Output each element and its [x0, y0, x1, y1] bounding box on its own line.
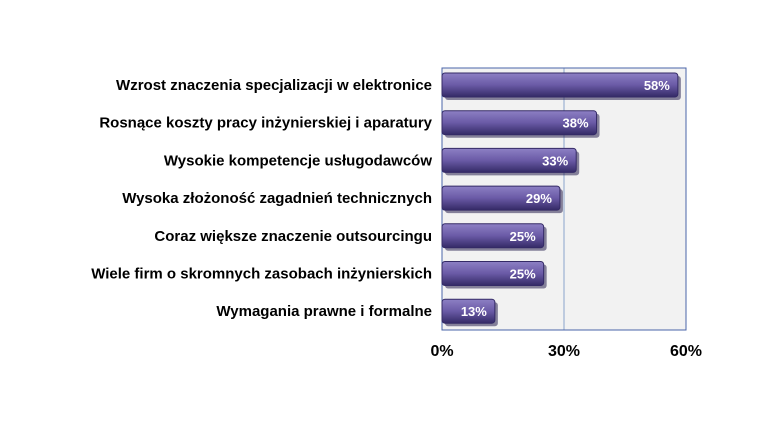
- x-tick-label: 30%: [548, 343, 580, 360]
- bar: [441, 261, 545, 286]
- x-axis-tick-labels: 0% 30% 60%: [430, 343, 702, 360]
- bar-value-label: 33%: [542, 153, 568, 168]
- category-label: Wymagania prawne i formalne: [216, 303, 432, 320]
- x-tick-label: 0%: [430, 343, 453, 360]
- category-label: Wysokie kompetencje usługodawców: [164, 152, 432, 169]
- bar-value-label: 25%: [510, 229, 536, 244]
- bar: [441, 72, 679, 98]
- bar-group: 25%: [441, 261, 547, 289]
- category-label: Wiele firm o skromnych zasobach inżynier…: [91, 266, 432, 283]
- bar: [441, 298, 496, 324]
- bar-group: 13%: [441, 298, 498, 327]
- bar-group: 25%: [441, 223, 547, 251]
- bar-group: 29%: [441, 185, 563, 214]
- category-label: Wysoka złożoność zagadnień technicznych: [122, 190, 432, 207]
- bar-group: 38%: [441, 110, 600, 138]
- bar-value-label: 58%: [644, 78, 670, 93]
- bar: [441, 223, 545, 249]
- category-label: Wzrost znaczenia specjalizacji w elektro…: [116, 77, 432, 94]
- bar: [441, 147, 577, 173]
- bar: [441, 185, 561, 211]
- bar-value-label: 38%: [563, 116, 589, 131]
- bars: 58% 38% 33% 29% 25% 25% 13%: [441, 72, 681, 327]
- category-labels: Wzrost znaczenia specjalizacji w elektro…: [91, 77, 432, 320]
- bar-value-label: 29%: [526, 191, 552, 206]
- bar-group: 58%: [441, 72, 681, 100]
- x-tick-label: 60%: [670, 343, 702, 360]
- category-label: Coraz większe znaczenie outsourcingu: [154, 228, 432, 245]
- bar-value-label: 25%: [510, 267, 536, 282]
- bar: [441, 110, 598, 136]
- category-label: Rosnące koszty pracy inżynierskiej i apa…: [99, 115, 432, 132]
- bar-group: 33%: [441, 147, 580, 176]
- bar-value-label: 13%: [461, 304, 487, 319]
